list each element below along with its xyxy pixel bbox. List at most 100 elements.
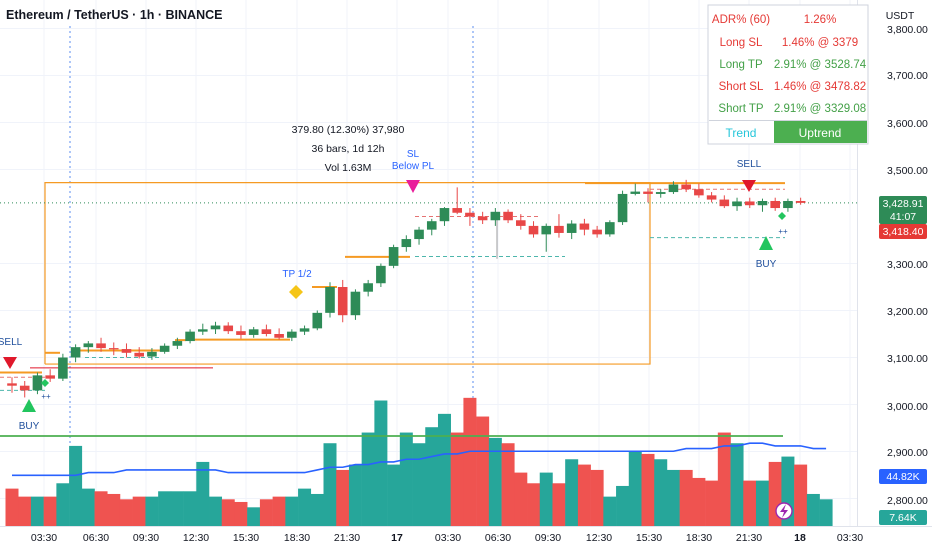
volume-bar	[336, 469, 350, 526]
sell-label-left: SELL	[0, 337, 23, 348]
candle-body	[503, 211, 513, 221]
candle-body	[121, 349, 132, 353]
candle-body	[147, 351, 157, 357]
volume-badge	[879, 510, 927, 525]
volume-bar	[412, 443, 426, 526]
price-tick: 3,000.00	[887, 401, 928, 413]
candle-body	[185, 331, 195, 342]
volume-bar	[285, 496, 299, 526]
price-axis[interactable]: USDT 3,800.00 3,700.00 3,600.00 3,500.00…	[857, 0, 932, 550]
price-tick: 2,900.00	[887, 447, 928, 459]
volume-bar	[603, 496, 617, 526]
plus-label-right: ++	[778, 227, 788, 236]
candle-body	[223, 325, 234, 332]
volume-bar	[437, 413, 451, 526]
volume-bar	[552, 483, 566, 526]
volume-ma-label: 44.82K	[886, 471, 919, 483]
candle-body	[579, 223, 590, 230]
volume-bar	[654, 459, 668, 526]
candle-body	[592, 229, 602, 235]
candle-body	[7, 383, 17, 386]
volume-bar	[463, 397, 477, 526]
candle-body	[744, 201, 755, 206]
volume-bar	[565, 459, 579, 526]
volume-bar	[119, 499, 133, 526]
volume-bar	[527, 483, 541, 526]
volume-bar	[107, 493, 121, 526]
volume-bar	[476, 416, 490, 526]
candle-body	[287, 331, 297, 338]
volume-bar	[234, 501, 248, 526]
volume-bar	[247, 507, 261, 526]
trend-label: Trend	[726, 126, 757, 140]
sell-triangle-left-icon	[3, 357, 17, 369]
volume-bar	[30, 496, 44, 526]
price-tick: 3,700.00	[887, 70, 928, 82]
volume-bar	[794, 464, 808, 526]
candle-body	[350, 291, 361, 316]
chart-title: Ethereum / TetherUS · 1h · BINANCE	[6, 8, 222, 22]
table-row-label: Long SL	[720, 37, 763, 49]
volume-bar	[56, 483, 70, 526]
sl-triangle-icon	[406, 180, 420, 193]
candle-body	[706, 195, 717, 200]
measure-line-2: 36 bars, 1d 12h	[312, 143, 385, 155]
time-tick: 09:30	[133, 532, 159, 544]
candle-body	[236, 331, 246, 335]
candle-body	[70, 347, 81, 358]
volume-bar	[806, 493, 820, 526]
candle-body	[401, 239, 412, 248]
volume-bar	[616, 485, 630, 526]
price-tick: 3,300.00	[887, 259, 928, 271]
table-row-label: Long TP	[719, 59, 763, 71]
volume-bar	[18, 496, 32, 526]
volume-bar	[221, 499, 235, 526]
candles	[7, 179, 806, 398]
volume-bar	[310, 493, 324, 526]
info-table: ADR% (60) 1.26% Long SL 1.46% @ 3379 Lon…	[707, 4, 869, 145]
volume-bar	[692, 477, 706, 526]
candle-body	[274, 334, 284, 338]
volume-bar	[628, 451, 642, 526]
measure-line-3: Vol 1.63M	[325, 162, 372, 174]
sl-label: SL	[407, 149, 420, 160]
candle-body	[554, 225, 564, 233]
volume-bar	[259, 499, 273, 526]
volume-bar	[641, 453, 655, 526]
table-row-value: 2.91% @ 3329.08	[774, 103, 866, 115]
volume-bar	[539, 472, 553, 526]
diamond-green-left-icon	[41, 379, 49, 387]
time-tick: 03:30	[435, 532, 461, 544]
lightning-icon[interactable]	[775, 502, 793, 520]
price-tick: 3,800.00	[887, 24, 928, 36]
time-tick: 21:30	[736, 532, 762, 544]
volume-bar	[81, 488, 95, 526]
volume-ma-badge	[879, 469, 927, 484]
candle-body	[668, 184, 679, 193]
tp-diamond-icon	[289, 285, 303, 299]
candle-body	[795, 200, 806, 203]
candle-body	[783, 200, 793, 209]
volume-bar	[514, 472, 528, 526]
candle-body	[96, 343, 106, 349]
candle-body	[605, 222, 615, 235]
time-axis[interactable]: 03:30 06:30 09:30 12:30 15:30 18:30 21:3…	[0, 526, 932, 545]
last-price-label: 3,428.91	[883, 198, 924, 210]
time-tick: 18:30	[686, 532, 712, 544]
time-tick: 15:30	[233, 532, 259, 544]
sell-triangle-right-icon	[742, 180, 756, 192]
diamond-green-right-icon	[778, 212, 786, 220]
buy-triangle-right-icon	[759, 236, 773, 250]
volume-ma-line	[12, 442, 827, 477]
time-tick: 12:30	[183, 532, 209, 544]
candle-body	[757, 200, 768, 206]
candle-body	[210, 325, 221, 330]
price-tick: 3,200.00	[887, 306, 928, 318]
candle-body	[566, 223, 577, 233]
volume-bar	[69, 445, 83, 526]
time-tick: 15:30	[636, 532, 662, 544]
volume-label: 7.64K	[889, 512, 916, 524]
volume-bar	[196, 461, 210, 526]
volume-bar	[755, 480, 769, 526]
